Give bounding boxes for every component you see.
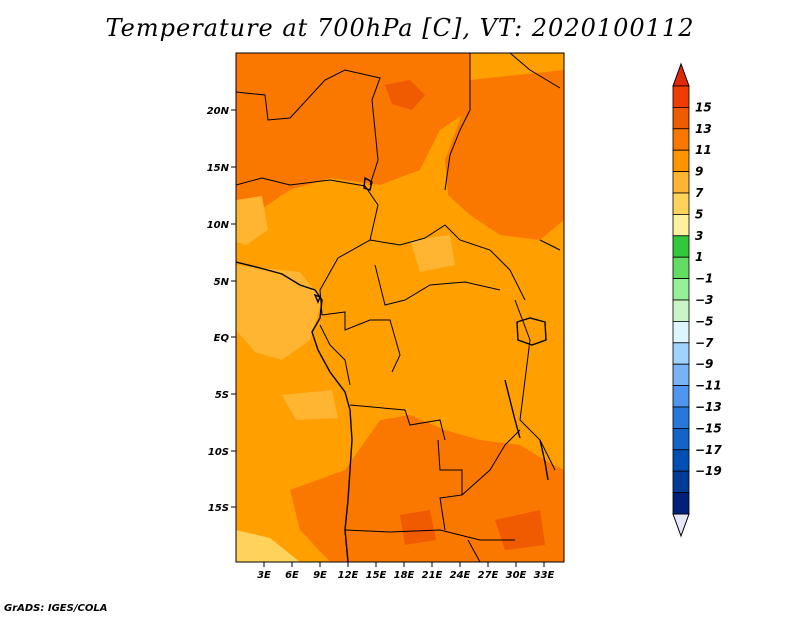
colorbar-label: −15 bbox=[695, 421, 722, 435]
colorbar-swatch bbox=[672, 235, 690, 258]
colorbar-label: −17 bbox=[695, 443, 722, 457]
border-gabon bbox=[319, 324, 351, 386]
map-frame bbox=[235, 52, 565, 563]
colorbar-swatch bbox=[672, 213, 690, 237]
border-angola-south bbox=[344, 529, 515, 541]
lake-tanganyika bbox=[504, 379, 521, 439]
lat-label-eq: EQ bbox=[214, 333, 230, 344]
temperature-fill bbox=[236, 53, 564, 562]
lon-label-3e: 3E bbox=[257, 570, 271, 581]
lat-label-20n: 20N bbox=[207, 106, 230, 117]
lat-label-10s: 10S bbox=[208, 447, 229, 458]
cool-patch-sw-coast bbox=[236, 530, 300, 562]
colorbar-swatch bbox=[672, 470, 690, 494]
colorbar-label: −13 bbox=[695, 400, 722, 414]
border-angola-east bbox=[437, 439, 463, 531]
colorbar-label: −3 bbox=[695, 293, 713, 307]
colorbar-swatch bbox=[672, 385, 690, 408]
cool-patch-south-atlantic bbox=[282, 390, 338, 420]
lake-victoria bbox=[516, 317, 547, 346]
lon-label-27e: 27E bbox=[478, 570, 499, 581]
colorbar-swatch bbox=[672, 342, 690, 365]
cool-patch-central bbox=[410, 235, 455, 272]
lat-label-10n: 10N bbox=[207, 220, 230, 231]
colorbar-label: −5 bbox=[695, 314, 713, 328]
colorbar-top-arrow bbox=[672, 62, 690, 87]
lon-label-18e: 18E bbox=[394, 570, 415, 581]
border-car-south bbox=[374, 264, 501, 306]
border-north-3 bbox=[509, 53, 561, 89]
colorbar-label: −19 bbox=[695, 464, 722, 478]
colorbar-swatch bbox=[672, 299, 690, 322]
lon-label-6e: 6E bbox=[285, 570, 299, 581]
colorbar-swatch bbox=[672, 128, 690, 151]
colorbar-swatch bbox=[672, 149, 690, 172]
colorbar-swatch bbox=[672, 427, 690, 451]
colorbar-label: 15 bbox=[695, 100, 712, 114]
border-east-1 bbox=[514, 299, 556, 471]
coastlines bbox=[236, 176, 549, 562]
lake-chad bbox=[363, 176, 373, 191]
colorbar-label: 3 bbox=[695, 229, 703, 243]
colorbar: 15 13 11 9 7 5 3 1 −1 −3 −5 −7 −9 −11 −13 −15 −17 −19 bbox=[672, 62, 722, 538]
map-panel bbox=[235, 52, 565, 563]
lon-label-9e: 9E bbox=[313, 570, 327, 581]
colorbar-label: 9 bbox=[695, 165, 703, 179]
longitude-axis: 3E 6E 9E 12E 15E 18E 21E 24E 27E 30E 33E bbox=[257, 562, 555, 581]
border-congo bbox=[321, 311, 401, 373]
border-north-1 bbox=[236, 69, 381, 186]
hot-spot-south bbox=[400, 510, 436, 545]
colorbar-swatch bbox=[672, 192, 690, 215]
border-zambia bbox=[461, 429, 521, 496]
lake-malawi bbox=[539, 439, 549, 481]
colorbar-label: 13 bbox=[695, 122, 712, 136]
colorbar-label: 7 bbox=[695, 186, 704, 200]
border-north-2 bbox=[444, 53, 471, 191]
credit-text: GrADS: IGES/COLA bbox=[4, 603, 108, 614]
colorbar-bottom-arrow bbox=[672, 513, 690, 538]
lat-label-5s: 5S bbox=[215, 390, 229, 401]
lon-label-15e: 15E bbox=[366, 570, 387, 581]
border-chad-car bbox=[369, 224, 526, 301]
west-africa-coast bbox=[236, 261, 353, 562]
colorbar-label: −1 bbox=[695, 272, 713, 286]
lon-label-33e: 33E bbox=[534, 570, 555, 581]
border-botswana bbox=[467, 539, 481, 562]
colorbar-swatch bbox=[672, 449, 690, 472]
colorbar-label: −9 bbox=[695, 357, 713, 371]
hot-spot-north bbox=[385, 80, 425, 110]
warm-region-northeast bbox=[445, 70, 564, 240]
colorbar-swatch bbox=[672, 363, 690, 387]
colorbar-swatch bbox=[672, 278, 690, 301]
border-east-2 bbox=[539, 239, 561, 251]
colorbar-label: 5 bbox=[695, 207, 703, 221]
lon-label-24e: 24E bbox=[450, 570, 471, 581]
colorbar-label: 1 bbox=[695, 250, 703, 264]
lat-label-15s: 15S bbox=[208, 503, 229, 514]
cool-region-gulf bbox=[236, 265, 322, 360]
colorbar-swatch bbox=[672, 107, 690, 130]
cool-region-west bbox=[236, 196, 268, 245]
colorbar-swatch bbox=[672, 406, 690, 429]
colorbar-label: −7 bbox=[695, 336, 714, 350]
lon-label-30e: 30E bbox=[506, 570, 527, 581]
colorbar-swatch bbox=[672, 320, 690, 344]
colorbar-label: 11 bbox=[695, 143, 712, 157]
lat-label-5n: 5N bbox=[214, 277, 230, 288]
colorbar-label: −11 bbox=[695, 379, 722, 393]
border-angola-north bbox=[349, 404, 446, 441]
colorbar-swatch bbox=[672, 85, 690, 108]
bioko-island bbox=[313, 293, 321, 304]
lon-label-21e: 21E bbox=[422, 570, 443, 581]
colorbar-swatch bbox=[672, 256, 690, 280]
warm-region-south bbox=[290, 415, 564, 562]
latitude-axis: 20N 15N 10N 5N EQ 5S 10S 15S bbox=[207, 106, 236, 514]
colorbar-swatch bbox=[672, 492, 690, 515]
chart-title: Temperature at 700hPa [C], VT: 202010011… bbox=[105, 14, 695, 42]
lon-label-12e: 12E bbox=[338, 570, 359, 581]
colorbar-swatch bbox=[672, 171, 690, 194]
border-sahel bbox=[236, 177, 379, 316]
lat-label-15n: 15N bbox=[207, 163, 230, 174]
